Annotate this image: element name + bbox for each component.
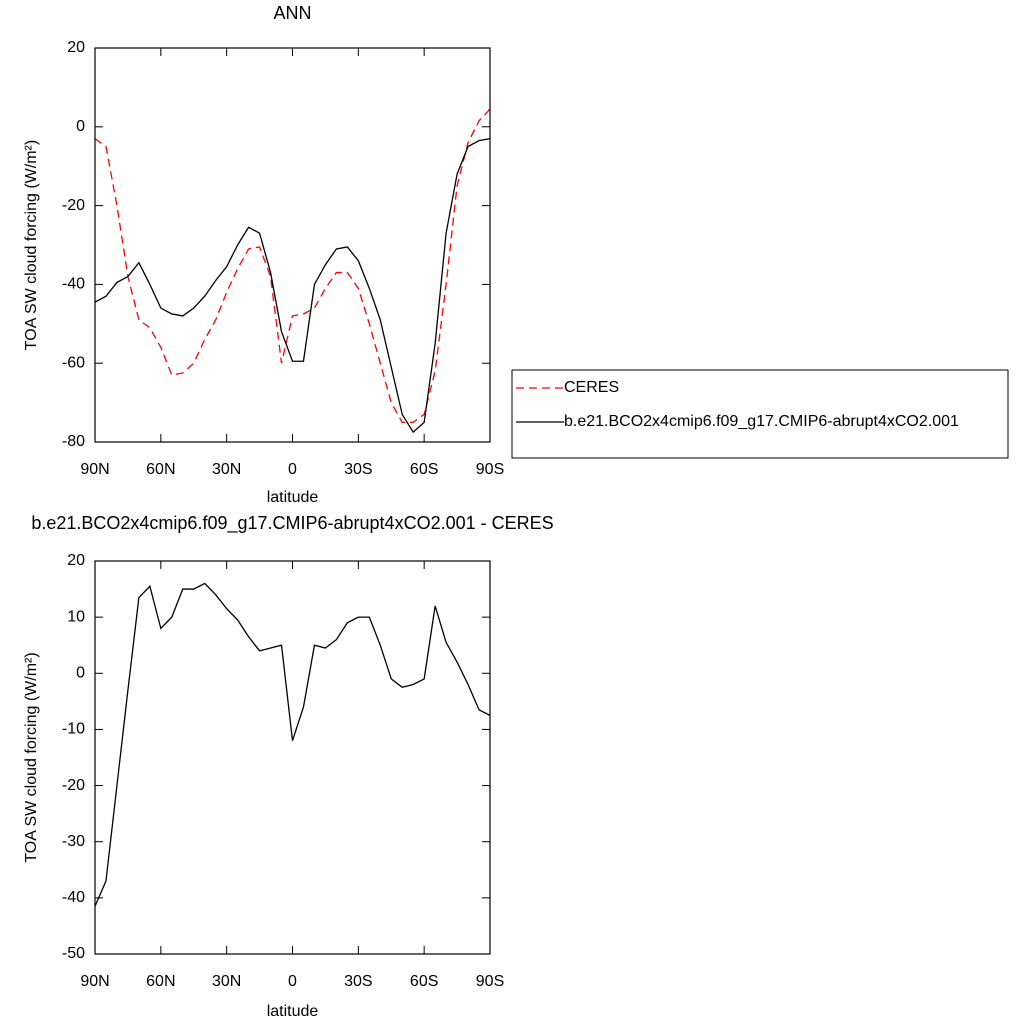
y-tick-label: -60 [62,354,85,371]
x-tick-label: 90N [80,461,109,478]
x-axis-label: latitude [267,1003,319,1020]
x-tick-label: 30N [212,973,241,990]
y-tick-label: -40 [62,276,85,293]
data-line [94,137,491,434]
x-tick-label: 0 [288,461,297,478]
plot-frame [94,560,491,955]
y-tick-label: 0 [76,118,85,135]
chart-title: ANN [273,3,311,23]
y-tick-label: 10 [67,608,85,625]
y-tick-label: -30 [62,833,85,850]
legend-label: CERES [564,379,619,396]
x-tick-label: 30N [212,461,241,478]
x-axis-label: latitude [267,489,319,506]
x-tick-label: 90S [476,973,504,990]
y-tick-label: 0 [76,665,85,682]
data-line [94,108,491,423]
y-tick-label: -40 [62,889,85,906]
chart-title: b.e21.BCO2x4cmip6.f09_g17.CMIP6-abrupt4x… [31,513,553,534]
x-tick-label: 90N [80,973,109,990]
x-tick-label: 60N [146,973,175,990]
x-tick-label: 60S [410,973,438,990]
x-tick-label: 30S [344,461,372,478]
plot-frame [94,47,491,443]
y-tick-label: -50 [62,945,85,962]
y-tick-label: -10 [62,721,85,738]
y-tick-label: -20 [62,197,85,214]
y-axis-label: TOA SW cloud forcing (W/m²) [23,140,40,350]
x-tick-label: 30S [344,973,372,990]
y-tick-label: -80 [62,433,85,450]
x-tick-label: 60S [410,461,438,478]
y-tick-label: 20 [67,552,85,569]
x-tick-label: 60N [146,461,175,478]
y-tick-label: 20 [67,39,85,56]
data-line [94,582,491,907]
y-axis-label: TOA SW cloud forcing (W/m²) [23,652,40,862]
legend-box [511,369,1009,459]
x-tick-label: 0 [288,973,297,990]
legend-label: b.e21.BCO2x4cmip6.f09_g17.CMIP6-abrupt4x… [564,413,959,430]
y-tick-label: -20 [62,777,85,794]
x-tick-label: 90S [476,461,504,478]
